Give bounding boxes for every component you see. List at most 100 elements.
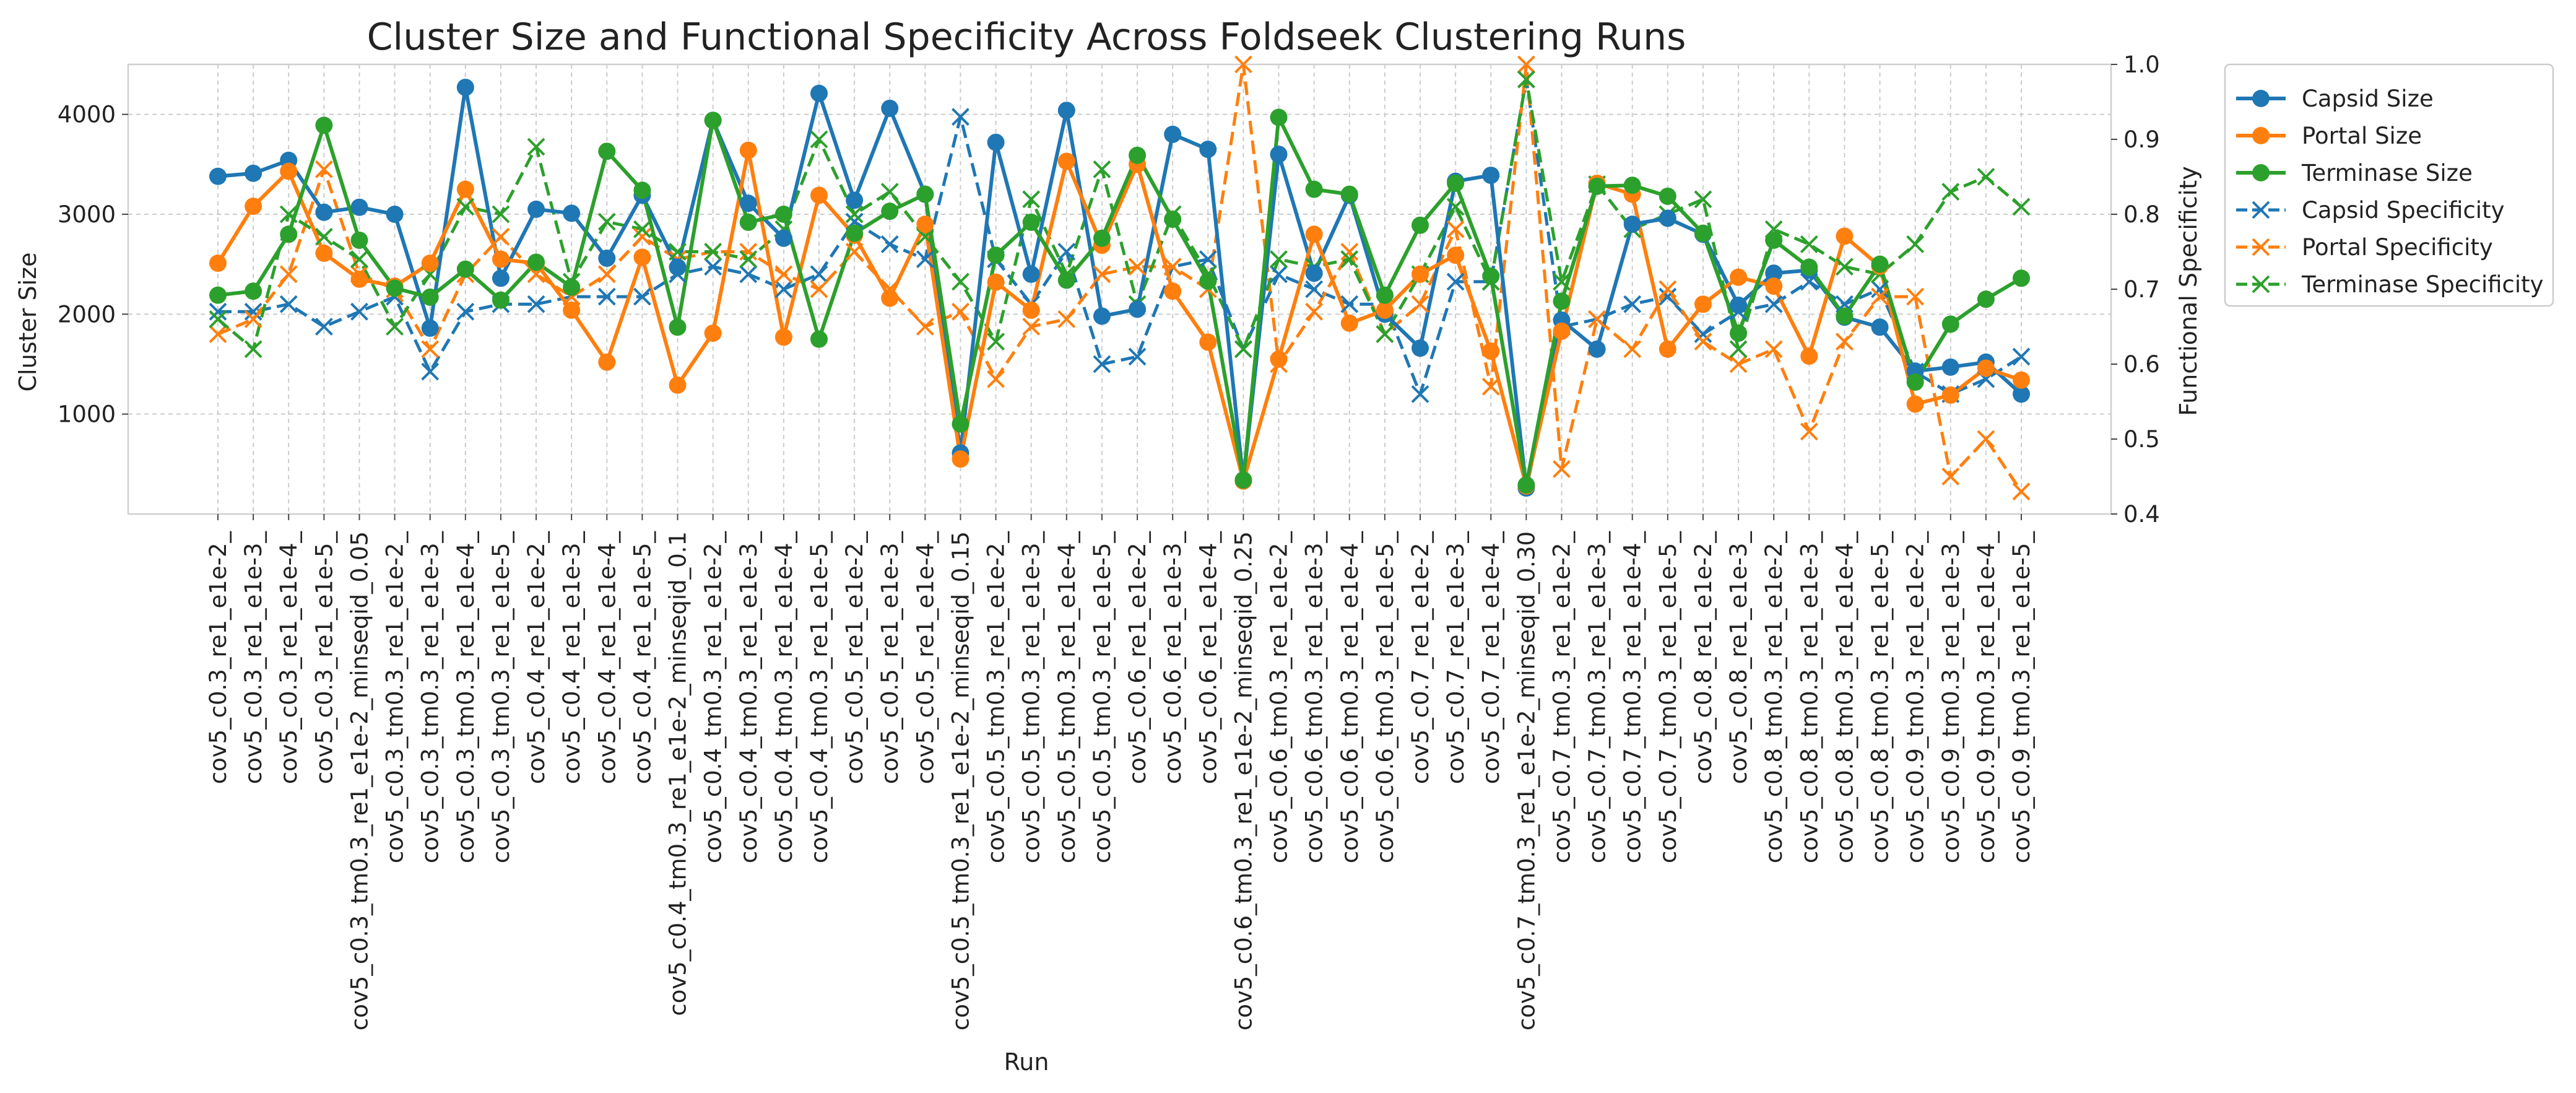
data-point-capsid-specificity xyxy=(209,302,227,321)
data-point-portal-size xyxy=(633,248,651,266)
data-point-portal-size xyxy=(952,450,969,468)
data-point-portal-size xyxy=(704,324,722,342)
data-point-terminase-specificity xyxy=(1553,272,1571,291)
x-tick-label: cov5_c0.4_tm0.3_re1_e1e-2_ xyxy=(700,531,727,864)
data-point-terminase-size xyxy=(952,415,969,433)
data-point-portal-specificity xyxy=(1481,377,1500,396)
data-point-capsid-size xyxy=(1941,358,1959,376)
data-point-capsid-specificity xyxy=(952,108,969,126)
data-point-portal-size xyxy=(1906,395,1924,413)
y2-axis-title: Functional Specificity xyxy=(2175,166,2202,416)
data-point-capsid-specificity xyxy=(1764,295,1783,313)
data-point-terminase-specificity xyxy=(1446,198,1465,216)
series-line-portal-specificity xyxy=(217,63,2023,493)
data-point-capsid-size xyxy=(774,229,792,247)
data-point-portal-size xyxy=(1800,347,1818,365)
data-point-terminase-specificity xyxy=(952,272,969,291)
data-point-terminase-size xyxy=(881,202,899,220)
data-point-portal-size xyxy=(1836,227,1854,245)
data-point-terminase-size xyxy=(1906,373,1924,391)
data-point-capsid-specificity xyxy=(1871,280,1889,298)
x-tick-label: cov5_c0.3_tm0.3_re1_e1e-4_ xyxy=(453,531,479,864)
data-point-portal-size xyxy=(456,180,474,198)
data-point-portal-specificity xyxy=(810,280,828,298)
data-point-capsid-specificity xyxy=(1128,347,1147,366)
x-tick-label: cov5_c0.8_re1_e1e-2_ xyxy=(1690,531,1717,785)
data-point-portal-specificity xyxy=(1163,258,1182,276)
data-point-terminase-size xyxy=(916,185,934,203)
data-point-terminase-size xyxy=(245,282,262,300)
data-point-portal-specificity xyxy=(1093,265,1111,284)
x-tick-label: cov5_c0.7_re1_e1e-4_ xyxy=(1478,531,1504,785)
data-point-terminase-specificity xyxy=(1270,250,1288,269)
data-point-terminase-specificity xyxy=(1835,258,1854,276)
data-point-capsid-size xyxy=(492,269,510,287)
data-point-portal-size xyxy=(350,270,368,288)
data-point-portal-specificity xyxy=(1906,287,1925,306)
data-point-capsid-size xyxy=(527,200,545,218)
x-tick-label: cov5_c0.5_tm0.3_re1_e1e-2_minseqid_0.15 xyxy=(947,531,974,1030)
data-point-terminase-specificity xyxy=(1906,235,1925,253)
series-line-terminase-size xyxy=(217,115,2023,487)
data-point-portal-specificity xyxy=(1694,333,1712,351)
x-tick-label: cov5_c0.9_tm0.3_re1_e1e-3_ xyxy=(1938,531,1964,864)
data-point-portal-size xyxy=(280,162,298,180)
data-point-portal-size xyxy=(916,216,934,233)
data-point-portal-size xyxy=(1022,301,1040,319)
data-point-portal-specificity xyxy=(1659,280,1677,298)
data-point-portal-size xyxy=(1553,322,1571,340)
x-tick-label: cov5_c0.7_tm0.3_re1_e1e-3_ xyxy=(1584,531,1611,864)
data-point-portal-specificity xyxy=(1764,340,1783,359)
data-point-terminase-specificity xyxy=(633,220,651,238)
data-point-portal-size xyxy=(1340,314,1358,332)
data-point-terminase-size xyxy=(1659,187,1676,205)
legend-label-portal-specificity: Portal Specificity xyxy=(2302,234,2493,261)
data-point-portal-size xyxy=(881,289,899,307)
data-point-capsid-specificity xyxy=(1446,272,1465,291)
x-tick-label: cov5_c0.5_tm0.3_re1_e1e-3_ xyxy=(1018,531,1045,864)
data-point-portal-specificity xyxy=(1623,340,1642,359)
legend-label-portal-size: Portal Size xyxy=(2302,123,2422,149)
data-point-portal-specificity xyxy=(1941,468,1960,486)
x-tick-label: cov5_c0.4_re1_e1e-2_ xyxy=(523,531,550,785)
y2-tick-label: 0.4 xyxy=(2123,501,2160,528)
data-point-portal-size xyxy=(1482,342,1500,360)
data-point-capsid-size xyxy=(987,133,1005,151)
data-point-portal-size xyxy=(1057,152,1075,170)
data-point-portal-specificity xyxy=(1340,243,1359,261)
data-point-terminase-specificity xyxy=(350,250,368,269)
data-point-capsid-specificity xyxy=(1057,243,1076,261)
y-tick-label: 1000 xyxy=(58,401,116,428)
legend-marker-portal-specificity xyxy=(2252,238,2270,256)
data-point-portal-specificity xyxy=(1305,302,1324,321)
legend-marker-portal-size xyxy=(2252,127,2270,144)
data-point-portal-size xyxy=(1412,265,1429,283)
legend-marker-terminase-specificity xyxy=(2252,275,2270,294)
data-point-terminase-size xyxy=(1164,211,1182,229)
data-point-capsid-size xyxy=(1482,167,1500,185)
data-point-terminase-size xyxy=(527,253,545,271)
data-point-terminase-size xyxy=(1941,315,1959,333)
data-point-portal-specificity xyxy=(1588,310,1607,328)
data-point-capsid-size xyxy=(669,258,687,276)
x-tick-label: cov5_c0.6_tm0.3_re1_e1e-3_ xyxy=(1301,531,1328,864)
x-tick-label: cov5_c0.9_tm0.3_re1_e1e-5_ xyxy=(2008,531,2035,864)
data-point-portal-specificity xyxy=(597,265,616,284)
data-point-terminase-size xyxy=(810,330,828,348)
x-tick-label: cov5_c0.3_tm0.3_re1_e1e-2_ xyxy=(382,531,409,864)
data-point-terminase-specificity xyxy=(810,130,828,149)
legend-label-terminase-specificity: Terminase Specificity xyxy=(2301,271,2544,298)
data-point-portal-specificity xyxy=(845,243,864,261)
data-point-terminase-specificity xyxy=(314,227,333,246)
data-point-portal-specificity xyxy=(1800,422,1818,441)
x-tick-label: cov5_c0.5_tm0.3_re1_e1e-4_ xyxy=(1054,531,1080,864)
data-point-portal-size xyxy=(1376,301,1394,319)
y2-tick-label: 0.5 xyxy=(2123,426,2160,453)
series-line-capsid-specificity xyxy=(218,77,2023,396)
legend-label-capsid-size: Capsid Size xyxy=(2302,85,2434,112)
x-tick-label: cov5_c0.7_tm0.3_re1_e1e-5_ xyxy=(1655,531,1681,864)
data-point-portal-specificity xyxy=(1022,318,1041,336)
data-point-portal-specificity xyxy=(1729,355,1748,373)
x-tick-label: cov5_c0.8_tm0.3_re1_e1e-3_ xyxy=(1796,531,1823,864)
legend-label-capsid-specificity: Capsid Specificity xyxy=(2302,197,2505,224)
